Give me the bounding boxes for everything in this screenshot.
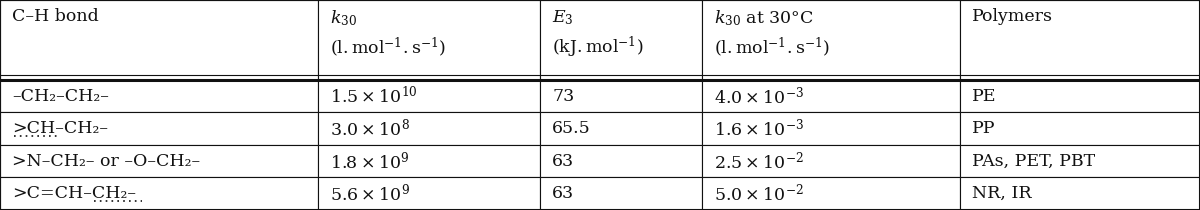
Bar bbox=[540, 0, 702, 80]
Text: PAs, PET, PBT: PAs, PET, PBT bbox=[972, 153, 1096, 170]
Text: $5.0 \times 10^{-2}$: $5.0 \times 10^{-2}$ bbox=[714, 183, 804, 205]
Bar bbox=[960, 0, 1200, 80]
Bar bbox=[702, 112, 960, 145]
Text: $k_{30}$ at 30°C
$(\mathrm{l.mol^{-1}.s^{-1}})$: $k_{30}$ at 30°C $(\mathrm{l.mol^{-1}.s^… bbox=[714, 8, 830, 59]
Bar bbox=[540, 112, 702, 145]
Text: –CH₂–CH₂–: –CH₂–CH₂– bbox=[12, 88, 109, 105]
Text: NR, IR: NR, IR bbox=[972, 185, 1032, 202]
Bar bbox=[0, 112, 318, 145]
Text: C–H bond: C–H bond bbox=[12, 8, 98, 25]
Bar bbox=[702, 0, 960, 80]
Text: 63: 63 bbox=[552, 185, 574, 202]
Bar bbox=[0, 0, 318, 80]
Bar bbox=[0, 145, 318, 177]
Bar bbox=[960, 112, 1200, 145]
Bar bbox=[540, 145, 702, 177]
Text: 65.5: 65.5 bbox=[552, 120, 590, 137]
Bar bbox=[318, 112, 540, 145]
Bar bbox=[702, 80, 960, 112]
Bar bbox=[0, 177, 318, 210]
Text: $5.6 \times 10^{9}$: $5.6 \times 10^{9}$ bbox=[330, 183, 410, 205]
Bar bbox=[960, 145, 1200, 177]
Bar bbox=[702, 177, 960, 210]
Text: PE: PE bbox=[972, 88, 996, 105]
Text: $k_{30}$
$(\mathrm{l.mol^{-1}.s^{-1}})$: $k_{30}$ $(\mathrm{l.mol^{-1}.s^{-1}})$ bbox=[330, 8, 446, 59]
Bar bbox=[318, 145, 540, 177]
Text: $4.0 \times 10^{-3}$: $4.0 \times 10^{-3}$ bbox=[714, 85, 804, 107]
Text: >CH–CH₂–: >CH–CH₂– bbox=[12, 120, 108, 137]
Bar bbox=[0, 80, 318, 112]
Text: >C=CH–CH₂–: >C=CH–CH₂– bbox=[12, 185, 136, 202]
Bar bbox=[702, 145, 960, 177]
Text: $2.5 \times 10^{-2}$: $2.5 \times 10^{-2}$ bbox=[714, 150, 804, 172]
Text: Polymers: Polymers bbox=[972, 8, 1054, 25]
Text: $1.6 \times 10^{-3}$: $1.6 \times 10^{-3}$ bbox=[714, 118, 804, 140]
Text: $3.0 \times 10^{8}$: $3.0 \times 10^{8}$ bbox=[330, 118, 410, 140]
Text: 63: 63 bbox=[552, 153, 574, 170]
Bar bbox=[318, 177, 540, 210]
Bar bbox=[960, 80, 1200, 112]
Bar bbox=[318, 0, 540, 80]
Bar bbox=[540, 80, 702, 112]
Text: 73: 73 bbox=[552, 88, 575, 105]
Bar bbox=[960, 177, 1200, 210]
Text: $1.8 \times 10^{9}$: $1.8 \times 10^{9}$ bbox=[330, 150, 409, 172]
Text: $1.5 \times 10^{10}$: $1.5 \times 10^{10}$ bbox=[330, 85, 418, 107]
Text: $E_{3}$
$(\mathrm{kJ.mol^{-1}})$: $E_{3}$ $(\mathrm{kJ.mol^{-1}})$ bbox=[552, 8, 643, 60]
Text: >N–CH₂– or –O–CH₂–: >N–CH₂– or –O–CH₂– bbox=[12, 153, 200, 170]
Bar bbox=[318, 80, 540, 112]
Bar bbox=[540, 177, 702, 210]
Text: PP: PP bbox=[972, 120, 996, 137]
